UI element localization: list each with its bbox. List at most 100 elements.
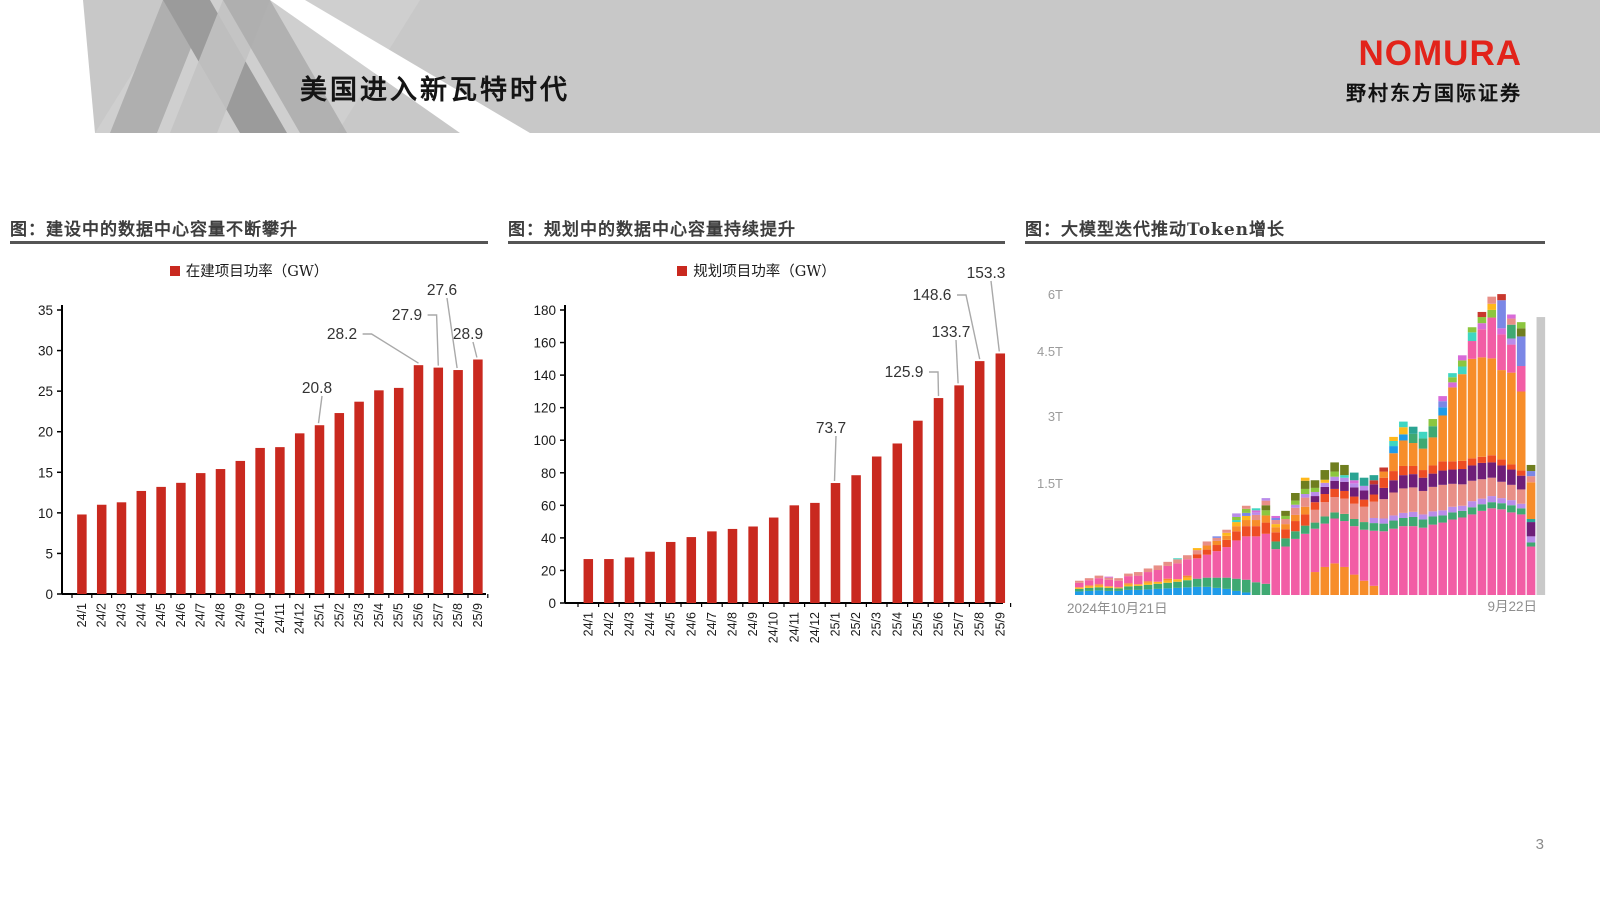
svg-text:24/4: 24/4 <box>643 612 657 636</box>
svg-text:24/1: 24/1 <box>75 603 89 627</box>
svg-text:100: 100 <box>533 433 556 448</box>
legend-swatch-icon <box>677 265 688 276</box>
planned-bar-chart: 0 20 40 60 80 100 120 140 160 180 24/1 24/2 24/3 24/4… <box>533 265 1012 643</box>
svg-text:27.9: 27.9 <box>392 307 422 324</box>
svg-text:160: 160 <box>533 336 556 351</box>
svg-text:20: 20 <box>38 425 53 440</box>
slide-title: 美国进入新瓦特时代 <box>300 75 570 106</box>
svg-text:24/5: 24/5 <box>664 612 678 636</box>
chart-card-token-growth: 图：大模型迭代推动Token增长 6T 4.5T 3T 1.5T 2024年10月21日… <box>1025 215 1546 715</box>
svg-text:25/5: 25/5 <box>392 603 406 627</box>
svg-text:25/3: 25/3 <box>352 603 366 627</box>
svg-text:25/2: 25/2 <box>332 603 346 627</box>
title-rule <box>508 241 1005 244</box>
page-number: 3 <box>1535 836 1544 853</box>
svg-text:180: 180 <box>533 303 556 318</box>
under-construction-bar-chart: 0 5 10 15 20 25 30 35 24/1 24/2 24/3 24/4 24/5 24/6 24… <box>38 282 489 634</box>
svg-text:20: 20 <box>541 563 556 578</box>
svg-text:15: 15 <box>38 465 53 480</box>
svg-text:24/7: 24/7 <box>194 603 208 627</box>
svg-text:24/8: 24/8 <box>726 612 740 636</box>
svg-text:24/8: 24/8 <box>214 603 228 627</box>
chart-title: 图：规划中的数据中心容量持续提升 <box>508 220 796 240</box>
svg-text:24/2: 24/2 <box>602 612 616 636</box>
svg-text:120: 120 <box>533 401 556 416</box>
svg-text:25/7: 25/7 <box>431 603 445 627</box>
svg-text:25/4: 25/4 <box>890 612 904 636</box>
svg-text:25/1: 25/1 <box>313 603 327 627</box>
nomura-logo: NOMURA <box>1358 34 1522 73</box>
svg-text:25/2: 25/2 <box>849 612 863 636</box>
svg-text:2024年10月21日: 2024年10月21日 <box>1067 601 1168 616</box>
svg-text:25/5: 25/5 <box>911 612 925 636</box>
svg-text:24/6: 24/6 <box>174 603 188 627</box>
svg-text:9月22日: 9月22日 <box>1487 599 1537 614</box>
svg-text:24/1: 24/1 <box>581 612 595 636</box>
svg-text:153.3: 153.3 <box>967 265 1006 282</box>
chart-title: 图：建设中的数据中心容量不断攀升 <box>10 220 298 240</box>
svg-text:24/3: 24/3 <box>115 603 129 627</box>
chart-title: 图：大模型迭代推动Token增长 <box>1025 220 1285 240</box>
svg-text:24/11: 24/11 <box>787 612 801 642</box>
svg-text:25/8: 25/8 <box>451 603 465 627</box>
svg-text:125.9: 125.9 <box>885 364 924 381</box>
svg-text:25/9: 25/9 <box>471 603 485 627</box>
header-decoration-chevron-icon <box>83 0 1600 133</box>
svg-text:24/7: 24/7 <box>705 612 719 636</box>
chart-card-planned: 图：规划中的数据中心容量持续提升 规划项目功率（GW） 0 20 40 60 80 100… <box>508 215 1012 715</box>
svg-text:25/3: 25/3 <box>870 612 884 636</box>
svg-text:24/6: 24/6 <box>684 612 698 636</box>
svg-text:1.5T: 1.5T <box>1037 476 1063 491</box>
svg-text:24/10: 24/10 <box>767 612 781 643</box>
svg-text:3T: 3T <box>1048 409 1063 424</box>
svg-text:24/11: 24/11 <box>273 603 287 633</box>
token-growth-stacked-chart: 6T 4.5T 3T 1.5T 2024年10月21日 9月22日 <box>1037 287 1546 616</box>
svg-text:28.9: 28.9 <box>453 326 483 343</box>
chart-legend: 在建项目功率（GW） <box>10 260 488 281</box>
svg-text:24/2: 24/2 <box>95 603 109 627</box>
svg-text:6T: 6T <box>1048 287 1063 302</box>
svg-text:24/12: 24/12 <box>808 612 822 643</box>
svg-text:28.2: 28.2 <box>327 326 357 343</box>
legend-label: 规划项目功率（GW） <box>693 264 836 280</box>
svg-text:4.5T: 4.5T <box>1037 344 1063 359</box>
title-rule <box>10 241 488 244</box>
svg-text:25/6: 25/6 <box>932 612 946 636</box>
svg-text:24/3: 24/3 <box>623 612 637 636</box>
svg-text:25/4: 25/4 <box>372 603 386 627</box>
svg-text:24/9: 24/9 <box>746 612 760 636</box>
svg-text:24/4: 24/4 <box>134 603 148 627</box>
svg-text:35: 35 <box>38 303 53 318</box>
svg-text:24/9: 24/9 <box>233 603 247 627</box>
svg-text:0: 0 <box>45 587 53 602</box>
svg-text:25/6: 25/6 <box>412 603 426 627</box>
svg-text:60: 60 <box>541 498 556 513</box>
svg-text:5: 5 <box>45 546 53 561</box>
chart-card-under-construction: 图：建设中的数据中心容量不断攀升 在建项目功率（GW） 0 5 10 15 20 25 30… <box>10 215 489 715</box>
svg-text:133.7: 133.7 <box>932 324 971 341</box>
svg-text:25/8: 25/8 <box>973 612 987 636</box>
svg-text:0: 0 <box>548 596 556 611</box>
svg-text:24/10: 24/10 <box>253 603 267 634</box>
legend-swatch-icon <box>169 265 180 276</box>
title-rule <box>1025 241 1545 244</box>
svg-text:25/7: 25/7 <box>952 612 966 636</box>
svg-text:25: 25 <box>38 384 53 399</box>
svg-text:27.6: 27.6 <box>427 282 457 299</box>
svg-text:140: 140 <box>533 368 556 383</box>
brand-block: NOMURA 野村东方国际证券 <box>1346 36 1522 106</box>
svg-text:80: 80 <box>541 466 556 481</box>
svg-text:24/12: 24/12 <box>293 603 307 634</box>
legend-label: 在建项目功率（GW） <box>185 264 329 280</box>
svg-text:73.7: 73.7 <box>816 420 846 437</box>
svg-text:148.6: 148.6 <box>913 287 952 304</box>
svg-text:25/9: 25/9 <box>993 612 1007 636</box>
svg-text:40: 40 <box>541 531 556 546</box>
brand-subtitle: 野村东方国际证券 <box>1346 81 1522 105</box>
svg-text:30: 30 <box>38 344 53 359</box>
svg-text:24/5: 24/5 <box>154 603 168 627</box>
header-band <box>0 0 1600 133</box>
svg-text:20.8: 20.8 <box>302 380 332 397</box>
chart-legend: 规划项目功率（GW） <box>508 260 1005 281</box>
